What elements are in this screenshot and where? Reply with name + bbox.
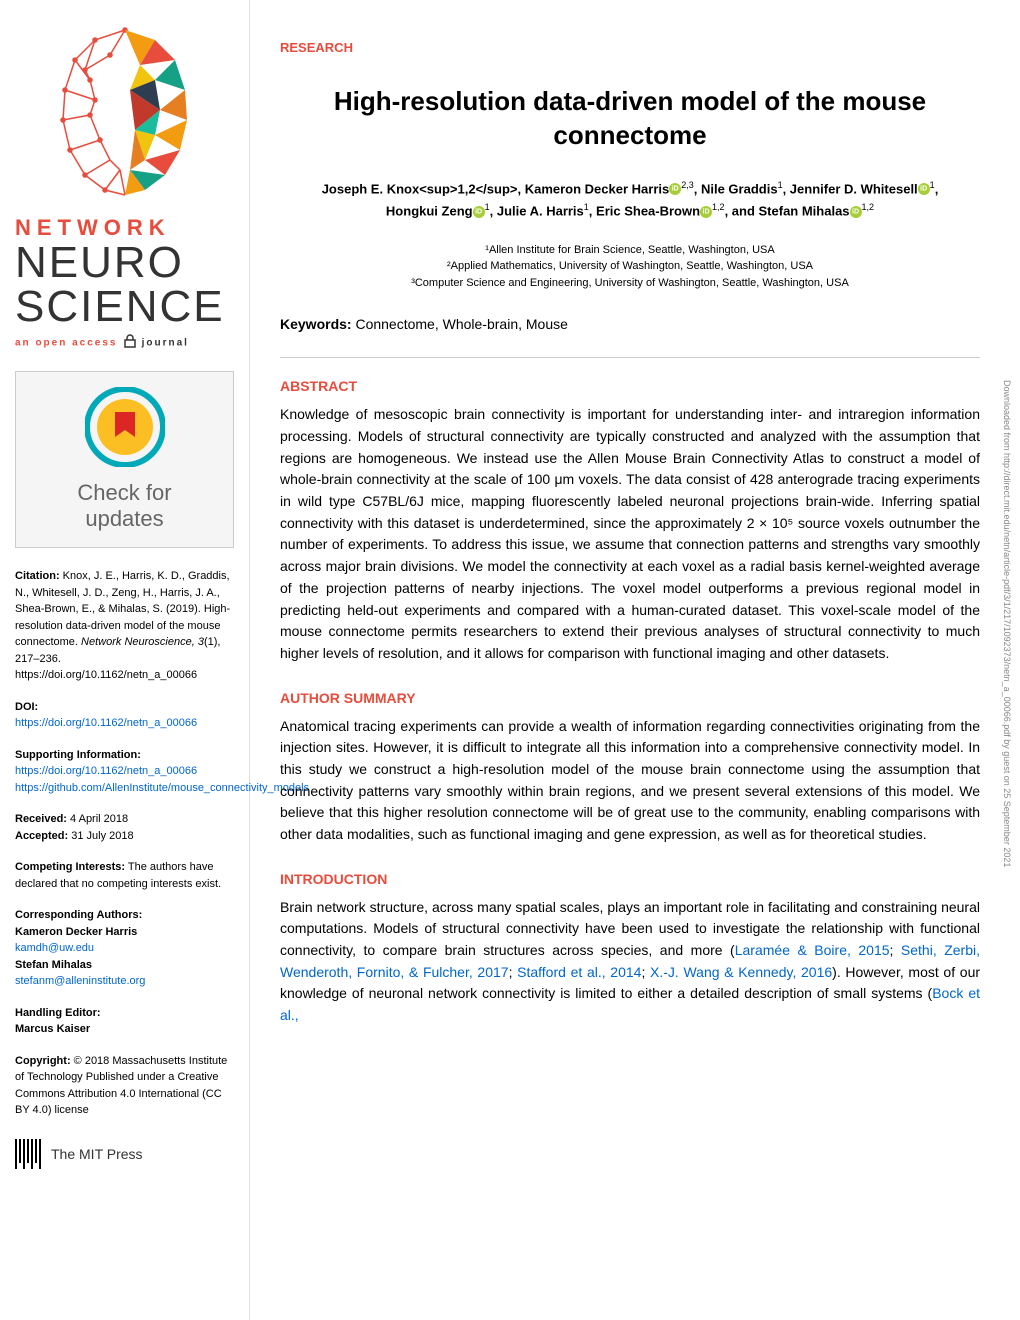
citation-block: Citation: Knox, J. E., Harris, K. D., Gr… <box>15 568 234 684</box>
handling-editor-block: Handling Editor: Marcus Kaiser <box>15 1005 234 1038</box>
orcid-icon[interactable] <box>669 183 681 195</box>
lock-icon <box>124 334 136 351</box>
mit-press-logo: The MIT Press <box>15 1139 234 1169</box>
authors-list: Joseph E. Knox<sup>1,2</sup>, Kameron De… <box>280 178 980 222</box>
divider <box>280 357 980 358</box>
download-watermark: Downloaded from http://direct.mit.edu/ne… <box>1002 380 1012 867</box>
sidebar: NETWORK NEURO SCIENCE an open access jou… <box>0 0 250 1320</box>
supporting-info-block: Supporting Information: https://doi.org/… <box>15 747 234 797</box>
check-updates-widget[interactable]: Check for updates <box>15 371 234 548</box>
abstract-heading: ABSTRACT <box>280 378 980 394</box>
doi-link[interactable]: https://doi.org/10.1162/netn_a_00066 <box>15 717 197 729</box>
main-content: RESEARCH High-resolution data-driven mod… <box>250 0 1020 1320</box>
keywords: Keywords: Connectome, Whole-brain, Mouse <box>280 316 980 332</box>
summary-text: Anatomical tracing experiments can provi… <box>280 716 980 846</box>
copyright-block: Copyright: © 2018 Massachusetts Institut… <box>15 1053 234 1119</box>
corr-email-2[interactable]: stefanm@alleninstitute.org <box>15 975 145 987</box>
article-type: RESEARCH <box>280 40 980 55</box>
affiliations: ¹Allen Institute for Brain Science, Seat… <box>280 242 980 292</box>
orcid-icon[interactable] <box>700 206 712 218</box>
article-title: High-resolution data-driven model of the… <box>280 85 980 153</box>
corr-email-1[interactable]: kamdh@uw.edu <box>15 942 94 954</box>
orcid-icon[interactable] <box>918 183 930 195</box>
brain-logo <box>25 20 225 200</box>
dates-block: Received: 4 April 2018 Accepted: 31 July… <box>15 811 234 844</box>
open-access-label: an open access journal <box>15 334 234 351</box>
journal-title: NETWORK NEURO SCIENCE <box>15 215 234 329</box>
intro-heading: INTRODUCTION <box>280 871 980 887</box>
citation-link[interactable]: X.-J. Wang & Kennedy, 2016 <box>650 964 832 980</box>
barcode-icon <box>15 1139 41 1169</box>
check-updates-text: Check for updates <box>26 480 223 532</box>
orcid-icon[interactable] <box>473 206 485 218</box>
crossmark-icon <box>85 387 165 467</box>
journal-name-science: SCIENCE <box>15 285 234 329</box>
abstract-text: Knowledge of mesoscopic brain connectivi… <box>280 404 980 664</box>
doi-block: DOI: https://doi.org/10.1162/netn_a_0006… <box>15 699 234 732</box>
supp-link-1[interactable]: https://doi.org/10.1162/netn_a_00066 <box>15 765 197 777</box>
competing-block: Competing Interests: The authors have de… <box>15 859 234 892</box>
summary-heading: AUTHOR SUMMARY <box>280 690 980 706</box>
orcid-icon[interactable] <box>850 206 862 218</box>
intro-text: Brain network structure, across many spa… <box>280 897 980 1027</box>
citation-link[interactable]: Laramée & Boire, 2015 <box>735 942 890 958</box>
corresponding-block: Corresponding Authors: Kameron Decker Ha… <box>15 907 234 990</box>
journal-name-neuro: NEURO <box>15 241 234 285</box>
citation-link[interactable]: Stafford et al., 2014 <box>517 964 641 980</box>
